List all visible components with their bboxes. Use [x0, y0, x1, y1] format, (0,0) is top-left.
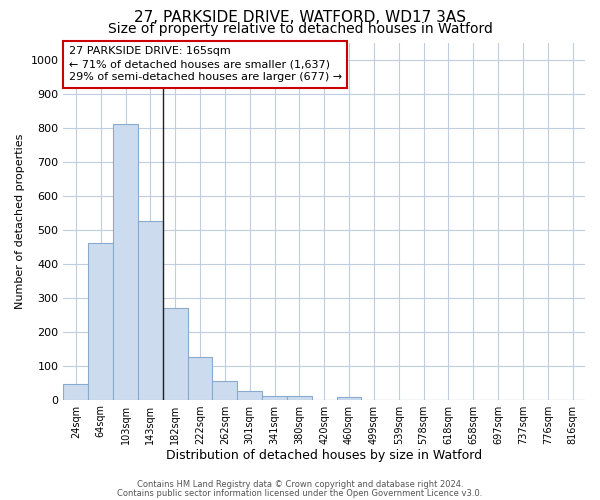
- Text: Contains public sector information licensed under the Open Government Licence v3: Contains public sector information licen…: [118, 488, 482, 498]
- Bar: [337, 397, 361, 400]
- Text: Size of property relative to detached houses in Watford: Size of property relative to detached ho…: [107, 22, 493, 36]
- Text: 27 PARKSIDE DRIVE: 165sqm
← 71% of detached houses are smaller (1,637)
29% of se: 27 PARKSIDE DRIVE: 165sqm ← 71% of detac…: [68, 46, 342, 82]
- Bar: [163, 308, 188, 400]
- Bar: [64, 384, 88, 400]
- Bar: [113, 124, 138, 400]
- Y-axis label: Number of detached properties: Number of detached properties: [15, 134, 25, 308]
- Text: Contains HM Land Registry data © Crown copyright and database right 2024.: Contains HM Land Registry data © Crown c…: [137, 480, 463, 489]
- Bar: [287, 396, 312, 400]
- Bar: [262, 396, 287, 400]
- Bar: [237, 391, 262, 400]
- Bar: [188, 357, 212, 400]
- Bar: [212, 381, 237, 400]
- Bar: [88, 243, 113, 400]
- X-axis label: Distribution of detached houses by size in Watford: Distribution of detached houses by size …: [166, 450, 482, 462]
- Text: 27, PARKSIDE DRIVE, WATFORD, WD17 3AS: 27, PARKSIDE DRIVE, WATFORD, WD17 3AS: [134, 10, 466, 25]
- Bar: [138, 221, 163, 400]
